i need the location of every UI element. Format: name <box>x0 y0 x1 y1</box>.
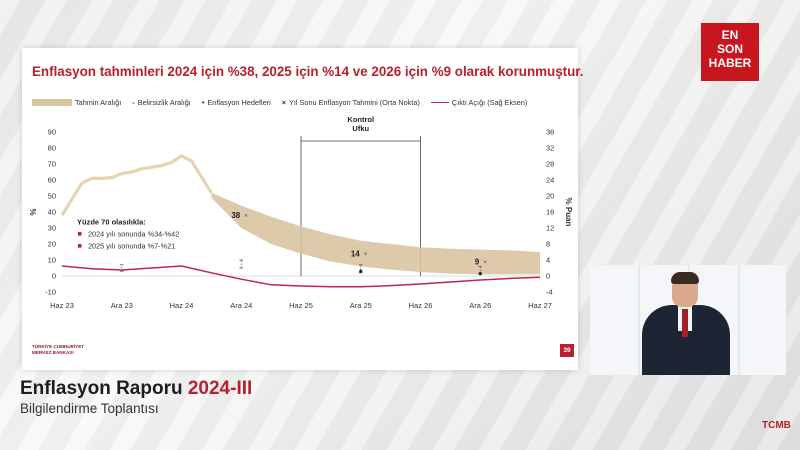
year-end-forecast-marker: × <box>244 214 248 220</box>
probability-item: 2024 yılı sonunda %34-%42 <box>88 230 179 239</box>
chart-legend: Tahmin Aralığı - Belirsizlik Aralığı • Enf… <box>32 97 572 107</box>
x-tick-label: Ara 25 <box>350 301 372 310</box>
y2-tick-label: 32 <box>546 144 554 153</box>
y-tick-label: 80 <box>48 144 56 153</box>
y2-tick-label: 28 <box>546 160 554 169</box>
x-tick-label: Ara 26 <box>469 301 491 310</box>
legend-targets-label: Enflasyon Hedefleri <box>207 97 271 107</box>
year-end-forecast-label: 14 <box>351 250 360 259</box>
year-end-forecast-marker: × <box>483 260 487 266</box>
control-horizon-label-2: Ufku <box>352 124 369 133</box>
y-tick-label: 60 <box>48 176 56 185</box>
legend-output-gap: Çıktı Açığı (Sağ Eksen) <box>430 97 528 107</box>
presenter-video-feed <box>590 265 786 375</box>
x-tick-label: Haz 26 <box>409 301 433 310</box>
x-tick-label: Ara 23 <box>111 301 133 310</box>
y2-tick-label: 24 <box>546 176 554 185</box>
y2-tick-label: 4 <box>546 256 550 265</box>
band-swatch <box>32 99 72 107</box>
y-tick-label: 40 <box>48 208 56 217</box>
x-tick-label: Haz 25 <box>289 301 313 310</box>
inflation-target-point <box>359 269 363 273</box>
y2-tick-label: 36 <box>546 128 554 137</box>
inflation-target-point <box>478 272 482 276</box>
forecast-band <box>211 192 540 275</box>
legend-band: Tahmin Aralığı <box>32 98 121 107</box>
legend-band-label: Tahmin Aralığı <box>75 97 122 107</box>
broadcaster-logo: EN SON HABER <box>701 23 759 81</box>
legend-uncertainty: - Belirsizlik Aralığı <box>132 97 191 107</box>
caption-title: Enflasyon Raporu 2024-III <box>20 378 252 400</box>
y-tick-label: -10 <box>45 288 56 297</box>
inflation-forecast-chart: -10 0 10 20 30 40 50 60 70 80 90 -4 0 4 8 12 16 20 24 28 32 3… <box>29 115 573 310</box>
legend-year-end-label: Yıl Sonu Enflasyon Tahmini (Orta Nokta) <box>289 97 420 107</box>
probability-bullet <box>78 244 82 248</box>
y-tick-label: 90 <box>48 128 56 137</box>
control-horizon-label-1: Kontrol <box>347 115 374 124</box>
slide-title: Enflasyon tahminleri 2024 için %38, 2025… <box>32 64 584 79</box>
y-tick-label: 30 <box>48 224 56 233</box>
year-end-forecast-label: 38 <box>231 211 240 220</box>
y2-axis-label: % Puan <box>564 198 573 227</box>
y-tick-label: 10 <box>48 256 56 265</box>
caption-title-accent: 2024-III <box>187 378 253 399</box>
output-gap-line <box>61 265 541 288</box>
year-end-forecast-marker: × <box>364 252 368 258</box>
year-end-forecast-label: 9 <box>475 258 480 267</box>
legend-uncertainty-label: Belirsizlik Aralığı <box>137 97 191 107</box>
y-tick-label: 50 <box>48 192 56 201</box>
tcmb-slide-logo: TÜRKİYE CUMHURİYET MERKEZ BANKASI <box>32 344 84 355</box>
legend-targets: • Enflasyon Hedefleri <box>201 97 271 107</box>
x-tick-label: Haz 24 <box>170 301 194 310</box>
historical-inflation-line <box>60 154 213 217</box>
broadcaster-line-3: HABER <box>708 56 752 70</box>
broadcaster-line-1: EN <box>721 28 739 42</box>
legend-output-gap-label: Çıktı Açığı (Sağ Eksen) <box>451 97 528 107</box>
caption-subtitle: Bilgilendirme Toplantısı <box>20 401 159 416</box>
legend-year-end: × Yıl Sonu Enflasyon Tahmini (Orta Nokta) <box>281 97 420 107</box>
y2-tick-label: -4 <box>546 288 553 297</box>
logo-text-2: MERKEZ BANKASI <box>32 349 74 355</box>
y-tick-label: 70 <box>48 160 56 169</box>
page-number: 39 <box>560 344 574 357</box>
tcmb-corner-logo: TCMB <box>762 420 791 431</box>
broadcaster-line-2: SON <box>716 42 743 56</box>
x-tick-label: Ara 24 <box>230 301 252 310</box>
y-tick-label: 0 <box>52 272 56 281</box>
y2-tick-label: 8 <box>546 240 550 249</box>
probability-bullet <box>78 232 82 236</box>
x-tick-label: Haz 23 <box>50 301 74 310</box>
y2-tick-label: 12 <box>546 224 554 233</box>
probability-item: 2025 yılı sonunda %7-%21 <box>88 242 175 251</box>
presentation-slide: Enflasyon tahminleri 2024 için %38, 2025… <box>22 48 584 370</box>
y2-tick-label: 20 <box>546 192 554 201</box>
caption-title-main: Enflasyon Raporu <box>20 378 183 399</box>
probability-box-title: Yüzde 70 olasılıkla: <box>77 218 146 227</box>
y2-tick-label: 16 <box>546 208 554 217</box>
x-tick-label: Haz 27 <box>528 301 552 310</box>
y2-tick-label: 0 <box>546 272 550 281</box>
output-gap-swatch <box>430 102 449 104</box>
y-tick-label: 20 <box>48 240 56 249</box>
logo-text-1: TÜRKİYE CUMHURİYET <box>32 344 85 349</box>
y-axis-label: % <box>29 208 38 215</box>
